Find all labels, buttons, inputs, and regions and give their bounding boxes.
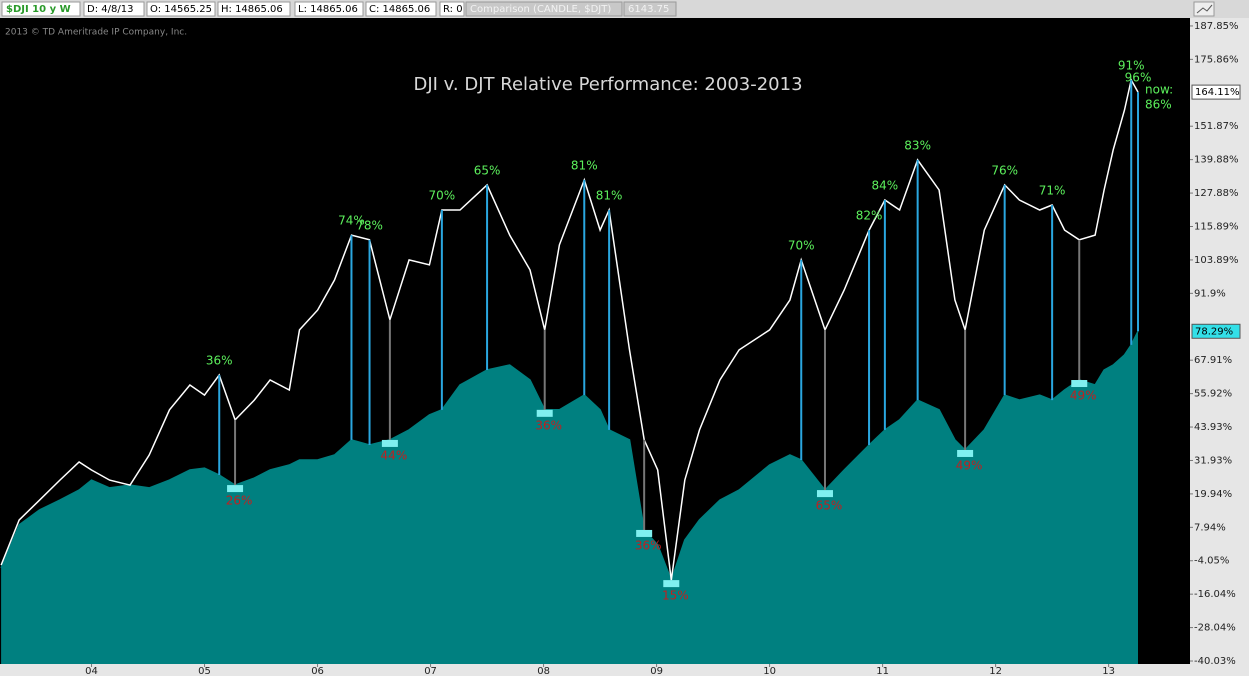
y-tick-label: 127.88% (1194, 188, 1239, 199)
area-fill (1, 331, 1139, 664)
x-axis-panel (0, 664, 1190, 676)
y-tick-label: -4.05% (1194, 556, 1229, 567)
y-tick-label: 103.89% (1194, 255, 1239, 266)
low-marker (816, 490, 833, 498)
last-value-tag (1191, 84, 1241, 100)
high-label: 65% (474, 163, 501, 177)
high-label: 82% (856, 209, 883, 223)
x-tick-label: 08 (537, 666, 550, 676)
now-value: 86% (1145, 98, 1172, 112)
x-tick-label: 12 (989, 666, 1002, 676)
x-tick-label: 13 (1102, 666, 1115, 676)
area-line (0, 330, 1139, 583)
y-tick-label: 7.94% (1194, 522, 1226, 533)
high-label: 81% (571, 158, 598, 172)
y-tick-label: -16.04% (1194, 589, 1236, 600)
x-tick-label: 10 (763, 666, 776, 676)
symbol-box[interactable] (1, 1, 81, 17)
y-tick-label: 55.92% (1194, 389, 1232, 400)
y-tick-label: 31.93% (1194, 455, 1232, 466)
comparison-price: 6143.75 (628, 4, 669, 15)
symbol: $DJI 10 y W (6, 4, 71, 15)
toolbar-item: C: 14865.06 (369, 4, 430, 15)
low-marker (957, 449, 974, 457)
high-label: 74% (338, 214, 365, 228)
copyright: 2013 © TD Ameritrade IP Company, Inc. (5, 28, 187, 38)
low-marker (227, 485, 244, 493)
toolbar-box (217, 1, 291, 17)
high-label: 78% (356, 218, 383, 232)
low-marker (381, 439, 398, 447)
y-tick-label: 19.94% (1194, 489, 1232, 500)
now-label: now: (1145, 83, 1173, 97)
chart-title: DJI v. DJT Relative Performance: 2003-20… (413, 74, 802, 95)
low-label: 36% (635, 538, 662, 552)
y-tick-label: 91.9% (1194, 288, 1226, 299)
toolbar-box (365, 1, 437, 17)
line (0, 77, 1139, 581)
x-tick-label: 04 (85, 666, 98, 676)
y-tick-label: 139.88% (1194, 155, 1239, 166)
high-label: 71% (1039, 184, 1066, 198)
chart-settings-glyph (1196, 4, 1213, 14)
low-marker (636, 529, 653, 537)
high-label: 70% (788, 238, 815, 252)
x-tick-label: 05 (198, 666, 211, 676)
toolbar-item: D: 4/8/13 (87, 4, 133, 15)
toolbar-item: L: 14865.06 (298, 4, 358, 15)
last-value-label: 78.29% (1195, 326, 1233, 337)
toolbar-item: O: 14565.25 (150, 4, 212, 15)
y-tick-label: 67.91% (1194, 355, 1232, 366)
toolbar-box (294, 1, 364, 17)
high-label: 81% (596, 189, 623, 203)
y-axis-panel (1190, 18, 1249, 676)
toolbar-box (439, 1, 465, 17)
toolbar-box (146, 1, 216, 17)
low-label: 44% (381, 448, 408, 462)
toolbar-item: H: 14865.06 (221, 4, 283, 15)
y-tick-label: -28.04% (1194, 623, 1236, 634)
last-value-tag (1191, 323, 1241, 339)
low-marker (536, 409, 553, 417)
toolbar-box (83, 1, 145, 17)
toolbar-item: R: 0 (443, 4, 463, 15)
comparison: Comparison (CANDLE, $DJT) (470, 4, 611, 15)
y-tick-label: 151.87% (1194, 121, 1239, 132)
high-label: 91% (1118, 58, 1145, 72)
low-label: 26% (226, 494, 253, 508)
y-tick-label: -40.03% (1194, 656, 1236, 667)
y-tick-label: 187.85% (1194, 21, 1239, 32)
high-label: 83% (904, 138, 931, 152)
low-label: 49% (956, 458, 983, 472)
x-tick-label: 11 (876, 666, 889, 676)
y-tick-label: 43.93% (1194, 422, 1232, 433)
low-label: 65% (816, 499, 843, 513)
last-value-label: 164.11% (1195, 87, 1240, 98)
high-label: 70% (429, 189, 456, 203)
low-marker (1071, 380, 1088, 388)
low-label: 15% (662, 589, 689, 603)
low-label: 36% (535, 418, 562, 432)
comparison-price-box (623, 1, 677, 17)
x-tick-label: 09 (650, 666, 663, 676)
x-tick-label: 06 (311, 666, 324, 676)
low-label: 49% (1070, 389, 1097, 403)
y-tick-label: 175.86% (1194, 54, 1239, 65)
high-label: 76% (991, 163, 1018, 177)
high-label: 96% (1125, 71, 1152, 85)
high-label: 36% (206, 354, 233, 368)
high-label: 84% (872, 178, 899, 192)
x-tick-label: 07 (424, 666, 437, 676)
y-tick-label: 115.89% (1194, 221, 1239, 232)
comparison-box[interactable] (465, 1, 623, 17)
low-marker (663, 580, 680, 588)
